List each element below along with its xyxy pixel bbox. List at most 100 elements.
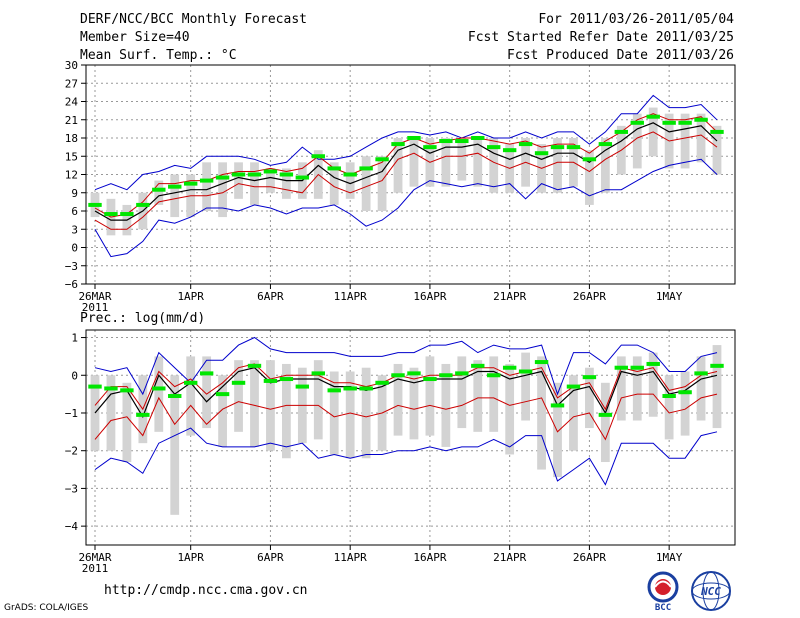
median-marker — [343, 172, 357, 177]
spread-box — [393, 363, 403, 436]
x-tick-label: 26APR — [573, 551, 606, 564]
y-tick-label: −3 — [65, 260, 78, 273]
median-marker — [598, 142, 613, 147]
spread-box — [409, 367, 419, 440]
median-marker — [375, 380, 389, 385]
spread-box — [489, 138, 499, 193]
spread-box — [202, 356, 212, 429]
median-marker — [168, 184, 182, 189]
spread-box — [313, 360, 323, 440]
median-marker — [152, 187, 166, 192]
y-tick-label: 21 — [65, 114, 78, 127]
x-tick-label: 16APR — [413, 551, 446, 564]
median-marker — [152, 386, 166, 391]
median-marker — [455, 371, 469, 376]
median-marker — [662, 120, 676, 125]
y-tick-label: −3 — [65, 482, 78, 495]
spread-box — [664, 375, 674, 440]
spread-box — [648, 352, 658, 417]
spread-box — [329, 162, 339, 205]
lower-envelope-line — [94, 158, 718, 258]
ncc-logo: NCC — [691, 571, 731, 611]
median-marker — [343, 386, 357, 391]
median-marker — [327, 166, 341, 171]
ensemble-mean-line — [94, 367, 718, 419]
spread-box — [457, 138, 467, 181]
median-marker — [279, 377, 294, 382]
median-marker — [534, 151, 549, 156]
median-marker — [614, 365, 629, 370]
median-marker — [311, 154, 325, 159]
median-marker — [104, 386, 118, 391]
median-marker — [183, 380, 198, 385]
median-marker — [215, 392, 230, 397]
median-marker — [88, 384, 102, 389]
median-marker — [614, 129, 629, 134]
spread-box — [696, 113, 706, 163]
median-marker — [710, 363, 724, 368]
y-tick-label: 3 — [71, 223, 78, 236]
y-tick-label: 0 — [71, 242, 78, 255]
spread-box — [537, 356, 546, 470]
spread-box — [505, 363, 515, 455]
x-tick-label: 26APR — [573, 290, 606, 303]
spread-box — [250, 162, 259, 205]
median-marker — [471, 136, 485, 140]
plot-frame — [85, 64, 736, 285]
median-marker — [678, 120, 692, 125]
plot-frame — [85, 329, 736, 546]
spread-box — [154, 356, 164, 432]
spread-box — [266, 168, 275, 193]
median-marker — [359, 386, 373, 391]
spread-box — [600, 382, 610, 463]
median-marker — [391, 142, 405, 147]
median-marker — [136, 412, 150, 417]
median-marker — [231, 172, 246, 177]
spread-box — [345, 371, 355, 459]
spread-box — [234, 360, 243, 432]
spread-box — [154, 180, 164, 205]
spread-box — [585, 367, 594, 429]
footer-url[interactable]: http://cmdp.ncc.cma.gov.cn — [104, 583, 308, 598]
spread-box — [218, 375, 227, 447]
median-marker — [439, 373, 453, 378]
y-tick-label: 12 — [65, 169, 78, 182]
median-marker — [598, 412, 613, 417]
y-tick-label: 27 — [65, 77, 78, 90]
spread-box — [186, 356, 196, 436]
y-tick-label: 1 — [71, 332, 78, 345]
spread-box — [632, 113, 642, 169]
spread-box — [553, 138, 562, 193]
spread-box — [553, 382, 562, 478]
median-marker — [678, 390, 692, 395]
x-tick-label: 26MAR — [78, 551, 111, 564]
spread-box — [712, 125, 722, 175]
spread-box — [266, 360, 275, 451]
spread-box — [122, 382, 132, 463]
median-marker — [231, 380, 246, 385]
median-marker — [471, 363, 485, 368]
median-marker — [247, 172, 262, 177]
variable-label: Mean Surf. Temp.: °C — [80, 48, 237, 63]
grads-credit: GrADS: COLA/IGES — [4, 603, 89, 613]
x-tick-label: 16APR — [413, 290, 446, 303]
spread-box — [489, 356, 499, 432]
spread-box — [170, 174, 180, 218]
spread-box — [473, 138, 483, 187]
y-tick-label: 30 — [65, 59, 78, 72]
y-tick-label: −6 — [65, 278, 78, 291]
panel-title-precipitation: Prec.: log(mm/d) — [80, 311, 205, 326]
y-tick-label: −4 — [65, 520, 79, 533]
x-tick-label: 6APR — [257, 551, 284, 564]
median-marker — [694, 117, 708, 122]
upper-spread-line — [94, 113, 718, 218]
median-marker — [487, 145, 501, 150]
x-tick-label: 6APR — [257, 290, 284, 303]
spread-box — [409, 138, 419, 187]
median-marker — [518, 369, 533, 374]
x-tick-label: 26MAR — [78, 290, 111, 303]
spread-box — [680, 113, 690, 169]
bcc-logo: BCC — [647, 571, 679, 612]
x-tick-label: 1MAY — [656, 290, 683, 303]
median-marker — [263, 169, 278, 174]
